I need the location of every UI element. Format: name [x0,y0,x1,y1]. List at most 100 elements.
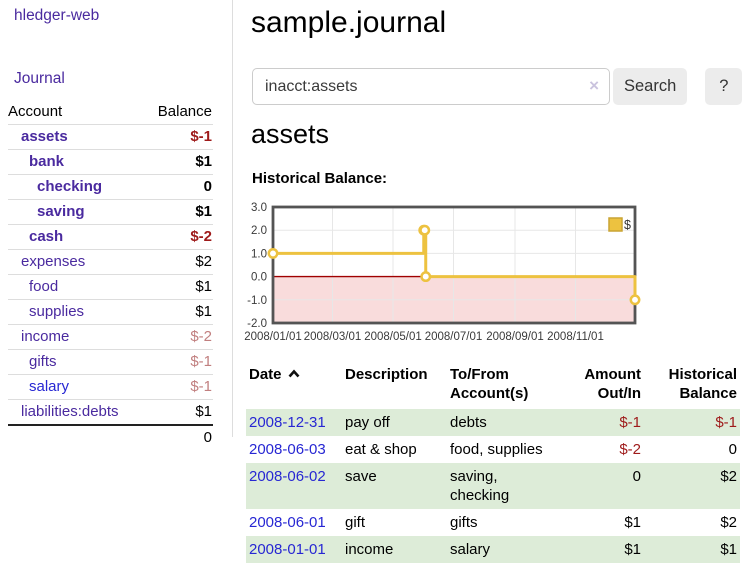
transaction-balance: $2 [720,468,737,485]
account-name-cell: gifts [8,350,145,375]
total-spacer [8,425,145,450]
account-row: gifts $-1 [8,349,213,375]
account-row: liabilities:debts $1 [8,399,213,426]
account-link[interactable]: checking [37,178,103,195]
account-link[interactable]: cash [29,228,64,245]
account-link[interactable]: liabilities:debts [21,403,119,420]
account-row: assets $-1 [8,124,213,150]
nav-journal-link[interactable]: Journal [14,70,65,87]
account-link[interactable]: expenses [21,253,86,270]
transaction-row[interactable]: 2008-06-02 save saving, checking 0 $2 [246,463,740,509]
search-input[interactable] [252,68,610,105]
account-balance: $-2 [190,228,212,245]
column-header-accounts[interactable]: To/From Account(s) [450,366,529,402]
account-balance: $2 [195,253,212,270]
transaction-balance: $1 [720,541,737,558]
app-brand-link[interactable]: hledger-web [14,7,100,24]
account-link[interactable]: gifts [29,353,57,370]
search-row: × Search ? [252,68,742,105]
column-header-date[interactable]: Date [246,363,342,409]
transaction-description: gift [345,514,366,531]
transaction-date-link[interactable]: 2008-01-01 [249,541,326,558]
account-link[interactable]: bank [29,153,65,170]
sort-ascending-icon [288,369,299,378]
column-header-description[interactable]: Description [345,366,428,383]
search-box: × [252,68,610,105]
data-point-marker [267,247,279,259]
data-point-marker [419,224,431,236]
transaction-accounts: salary [450,541,491,558]
accounts-table-header: Account Balance [8,100,213,125]
transaction-date-link[interactable]: 2008-06-03 [249,441,326,458]
account-balance: $-1 [190,378,212,395]
account-balance: 0 [203,178,212,195]
x-axis-tick-label: 2008/01/01 [244,331,302,343]
accounts-balance-table: Account Balance assets $-1 bank $1 checking 0… [8,100,213,450]
transaction-accounts: debts [450,414,487,431]
transaction-balance: $-1 [715,414,737,431]
column-header-historical-balance[interactable]: Historical Balance [668,366,737,402]
account-name-cell: saving [8,200,145,225]
transaction-amount: 0 [632,468,641,485]
account-link[interactable]: salary [29,378,70,395]
clear-search-icon[interactable]: × [589,76,599,95]
transaction-row[interactable]: 2008-06-01 gift gifts $1 $2 [246,509,740,536]
account-name-cell: food [8,275,145,300]
transaction-description: pay off [345,414,390,431]
account-name-cell: assets [8,125,145,150]
data-point-marker [629,294,641,306]
sidebar-divider [232,0,233,437]
account-link[interactable]: assets [21,128,68,145]
transaction-balance: $2 [720,514,737,531]
column-header-amount[interactable]: Amount Out/In [584,366,641,402]
transaction-date-cell: 2008-01-01 [246,536,342,563]
help-button[interactable]: ? [705,68,742,105]
transaction-date-link[interactable]: 2008-06-01 [249,514,326,531]
account-link[interactable]: supplies [29,303,85,320]
x-axis-tick-label: 2008/05/01 [364,331,422,343]
transaction-date-link[interactable]: 2008-06-02 [249,468,326,485]
account-row: bank $1 [8,149,213,175]
account-name-cell: liabilities:debts [8,400,145,426]
transaction-date-link[interactable]: 2008-12-31 [249,414,326,431]
transactions-header-row: Date Description To/From Account(s) Amoun… [246,363,740,409]
y-axis-tick-label: 1.0 [251,248,267,260]
account-row: income $-2 [8,324,213,350]
account-row: food $1 [8,274,213,300]
account-link[interactable]: food [29,278,59,295]
transaction-amount: $1 [624,541,641,558]
account-name-cell: expenses [8,250,145,275]
accounts-header-account: Account [8,103,63,120]
account-row: cash $-2 [8,224,213,250]
transaction-row[interactable]: 2008-12-31 pay off debts $-1 $-1 [246,409,740,436]
account-row: expenses $2 [8,249,213,275]
x-axis-tick-label: 2008/11/01 [547,331,604,343]
transaction-row[interactable]: 2008-06-03 eat & shop food, supplies $-2 0 [246,436,740,463]
legend-label: $ [624,218,631,232]
account-balance: $-2 [190,328,212,345]
accounts-total-row: 0 [8,425,213,450]
y-axis-tick-label: -1.0 [247,295,267,307]
transaction-accounts: saving, checking [450,468,510,504]
transaction-date-cell: 2008-06-02 [246,463,342,509]
account-balance: $-1 [190,128,212,145]
account-row: salary $-1 [8,374,213,400]
y-axis-tick-label: 2.0 [251,225,267,237]
y-axis-tick-label: 0.0 [251,272,267,284]
search-button[interactable]: Search [613,68,688,105]
account-row: supplies $1 [8,299,213,325]
transaction-date-cell: 2008-06-01 [246,509,342,536]
account-balance: $1 [195,278,212,295]
accounts-header-balance: Balance [157,103,212,120]
y-axis-tick-label: 3.0 [251,202,267,214]
account-link[interactable]: saving [37,203,85,220]
transaction-description: income [345,541,394,558]
transaction-description: save [345,468,377,485]
transaction-balance: 0 [728,441,737,458]
account-link[interactable]: income [21,328,70,345]
transaction-row[interactable]: 2008-01-01 income salary $1 $1 [246,536,740,563]
transaction-description: eat & shop [345,441,417,458]
account-name-cell: cash [8,225,145,250]
transaction-amount: $-1 [619,414,641,431]
